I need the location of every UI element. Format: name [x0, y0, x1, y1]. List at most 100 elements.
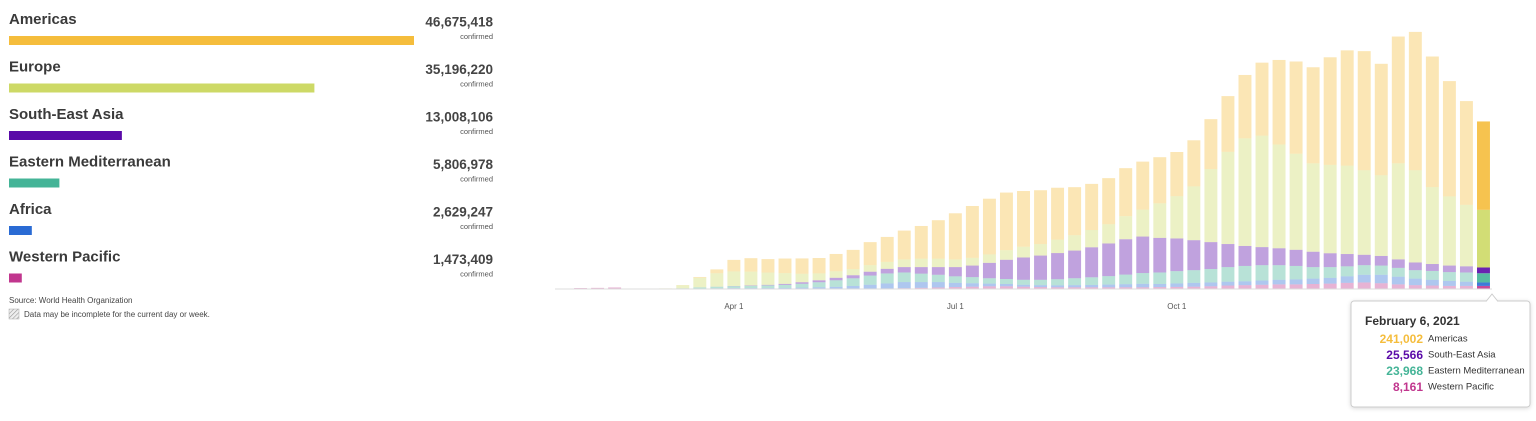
- bar-segment: [846, 275, 860, 279]
- bar-segment: [999, 279, 1013, 285]
- region-bar: [9, 131, 122, 140]
- bar-segment: [795, 273, 809, 283]
- region-name: Africa: [9, 201, 52, 218]
- region-name: Western Pacific: [9, 248, 120, 265]
- bar-segment: [1051, 279, 1065, 286]
- bar-segment: [846, 278, 860, 287]
- bar-segment: [1187, 240, 1201, 271]
- bar-segment: [948, 276, 962, 283]
- bar-segment: [1102, 243, 1116, 277]
- total-caption: confirmed: [460, 222, 493, 231]
- bar-segment: [710, 273, 724, 287]
- bar-segment: [1204, 286, 1218, 289]
- bar-segment: [1119, 274, 1133, 285]
- total-caption: confirmed: [460, 269, 493, 278]
- bar-segment: [880, 236, 894, 262]
- bar-segment: [1374, 255, 1388, 266]
- bar-segment: [1204, 282, 1218, 287]
- bar-segment: [1272, 284, 1286, 289]
- bar-segment: [1017, 257, 1030, 280]
- bar-segment: [965, 205, 979, 258]
- bar-segment: [1289, 265, 1303, 280]
- bar-segment: [1136, 161, 1150, 210]
- bar-segment: [1391, 276, 1405, 285]
- tooltip-title: February 6, 2021: [1365, 314, 1460, 328]
- bar-segment: [931, 220, 945, 259]
- bar-segment: [1306, 278, 1320, 285]
- bar-segment: [880, 268, 894, 274]
- bar-segment: [1442, 81, 1456, 197]
- bar-segment: [761, 285, 775, 289]
- bar-segment: [1391, 259, 1405, 268]
- bar-segment: [999, 286, 1013, 289]
- bar-segment: [1255, 62, 1269, 136]
- bar-segment: [1477, 285, 1490, 289]
- bar-segment: [1153, 157, 1167, 204]
- bar-segment: [1153, 287, 1167, 289]
- bar-segment: [1034, 287, 1048, 289]
- bar-segment: [1136, 273, 1150, 284]
- bar-segment: [999, 250, 1013, 260]
- bar-segment: [795, 283, 809, 288]
- bar-segment: [931, 287, 945, 289]
- bar-segment: [1187, 270, 1201, 283]
- note: Data may be incomplete for the current d…: [24, 310, 210, 319]
- tooltip-name: South-East Asia: [1428, 350, 1496, 361]
- bar-segment: [1442, 285, 1456, 289]
- bar-segment: [1170, 196, 1184, 239]
- bar-segment: [778, 284, 792, 288]
- bar-segment: [1170, 238, 1184, 272]
- bar-segment: [1119, 239, 1133, 275]
- bar-segment: [863, 271, 877, 276]
- bar-segment: [1170, 271, 1184, 284]
- bar-segment: [1153, 284, 1167, 288]
- bar-segment: [931, 274, 945, 283]
- bar-segment: [1085, 277, 1099, 285]
- bar-segment: [1238, 265, 1252, 282]
- bar-segment: [999, 192, 1013, 251]
- bar-segment: [1459, 266, 1473, 273]
- bar-segment: [1255, 284, 1269, 289]
- bar-segment: [1357, 170, 1371, 255]
- bar-segment: [1477, 121, 1490, 210]
- bar-segment: [948, 282, 962, 288]
- bar-segment: [1289, 249, 1303, 266]
- bar-segment: [914, 267, 928, 274]
- hatch-swatch: [8, 308, 20, 320]
- bar-segment: [1187, 140, 1201, 187]
- bar-segment: [1221, 151, 1235, 245]
- tooltip-value: 23,968: [1386, 364, 1423, 378]
- bar-segment: [1459, 204, 1473, 267]
- bar-segment: [1391, 163, 1405, 260]
- bar-segment: [1153, 272, 1167, 285]
- bar-segment: [1374, 175, 1388, 256]
- bar-segment: [761, 272, 775, 285]
- bar-segment: [778, 283, 792, 285]
- bar-segment: [1306, 267, 1320, 279]
- bar-segment: [914, 287, 928, 289]
- bar-segment: [1477, 282, 1490, 286]
- bar-segment: [727, 271, 741, 287]
- bar-segment: [1170, 286, 1184, 289]
- bar-segment: [965, 277, 979, 284]
- bar-segment: [931, 282, 945, 288]
- bar-segment: [931, 258, 945, 268]
- bar-segment: [1170, 152, 1184, 197]
- bar-segment: [897, 259, 911, 268]
- bar-segment: [1391, 267, 1405, 277]
- bar-segment: [1204, 269, 1218, 283]
- bar-segment: [1255, 280, 1269, 285]
- bar-segment: [982, 283, 996, 287]
- bar-segment: [1391, 36, 1405, 164]
- bar-segment: [1187, 186, 1201, 241]
- bar-segment: [880, 273, 894, 284]
- tooltip-pointer: [1485, 293, 1499, 302]
- bar-segment: [1289, 284, 1303, 289]
- bar-segment: [1136, 287, 1150, 289]
- bar-segment: [914, 258, 928, 268]
- bar-segment: [1034, 244, 1048, 256]
- bar-segment: [608, 287, 622, 289]
- bar-segment: [1238, 74, 1252, 139]
- bar-segment: [1459, 281, 1473, 286]
